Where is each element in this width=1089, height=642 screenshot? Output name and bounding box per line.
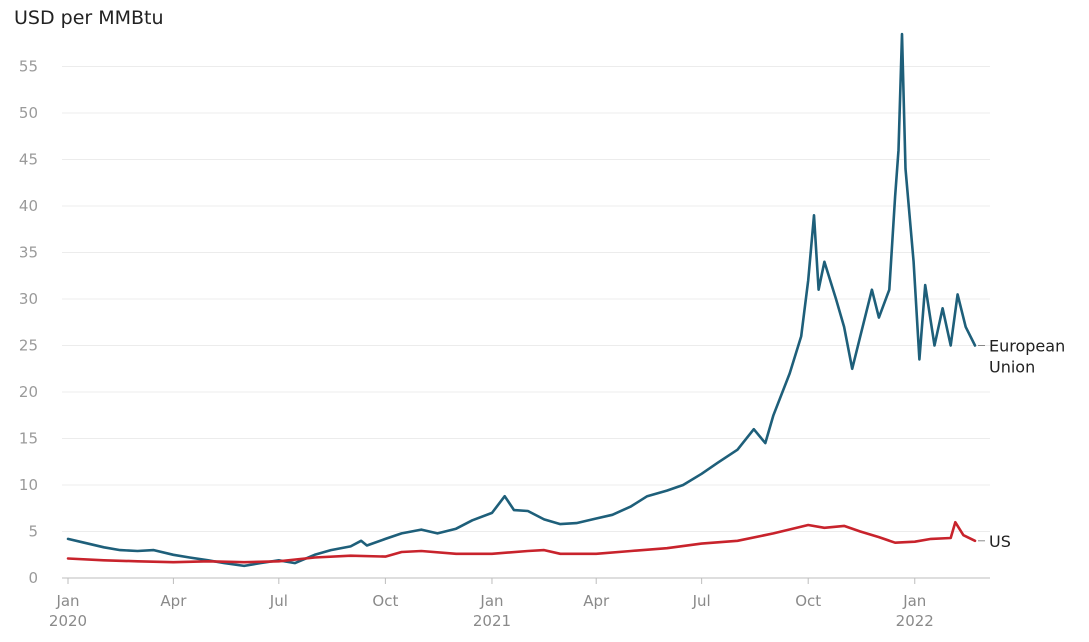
y-tick-label: 10 bbox=[19, 476, 38, 494]
y-tick-label: 20 bbox=[19, 383, 38, 401]
x-tick-label: Apr bbox=[583, 592, 610, 610]
series-label-us: US bbox=[989, 532, 1011, 551]
series-lines bbox=[66, 32, 977, 568]
y-tick-label: 35 bbox=[19, 244, 38, 262]
x-tick-labels: Jan 2020 Apr Jul Oct Jan 2021 Apr Jul Oct Jan 2022 bbox=[49, 578, 934, 630]
y-tick-label: 30 bbox=[19, 290, 38, 308]
y-tick-label: 15 bbox=[19, 430, 38, 448]
x-tick-label: Apr bbox=[160, 592, 187, 610]
x-tick-label: Jan bbox=[902, 592, 926, 610]
x-tick-year-label: 2020 bbox=[49, 612, 87, 630]
x-tick-year-label: 2022 bbox=[896, 612, 934, 630]
x-tick-label: Oct bbox=[372, 592, 398, 610]
series-line-us bbox=[66, 520, 977, 564]
series-line-eu bbox=[66, 32, 977, 568]
gridlines bbox=[62, 66, 990, 579]
y-tick-label: 25 bbox=[19, 337, 38, 355]
y-tick-labels: 0 5 10 15 20 25 30 35 40 45 50 55 bbox=[19, 58, 38, 588]
y-tick-label: 0 bbox=[28, 569, 38, 587]
x-tick-label: Jan bbox=[479, 592, 503, 610]
y-tick-label: 40 bbox=[19, 197, 38, 215]
x-tick-label: Oct bbox=[795, 592, 821, 610]
x-tick-label: Jul bbox=[269, 592, 288, 610]
series-labels: European Union US bbox=[978, 337, 1065, 551]
series-label-eu: European bbox=[989, 337, 1065, 356]
x-tick-label: Jan bbox=[55, 592, 79, 610]
x-tick-year-label: 2021 bbox=[473, 612, 511, 630]
x-tick-label: Jul bbox=[692, 592, 711, 610]
y-tick-label: 45 bbox=[19, 151, 38, 169]
series-label-eu: Union bbox=[989, 358, 1035, 377]
y-axis-title: USD per MMBtu bbox=[14, 7, 164, 29]
y-tick-label: 50 bbox=[19, 104, 38, 122]
y-tick-label: 55 bbox=[19, 58, 38, 76]
y-tick-label: 5 bbox=[28, 523, 38, 541]
